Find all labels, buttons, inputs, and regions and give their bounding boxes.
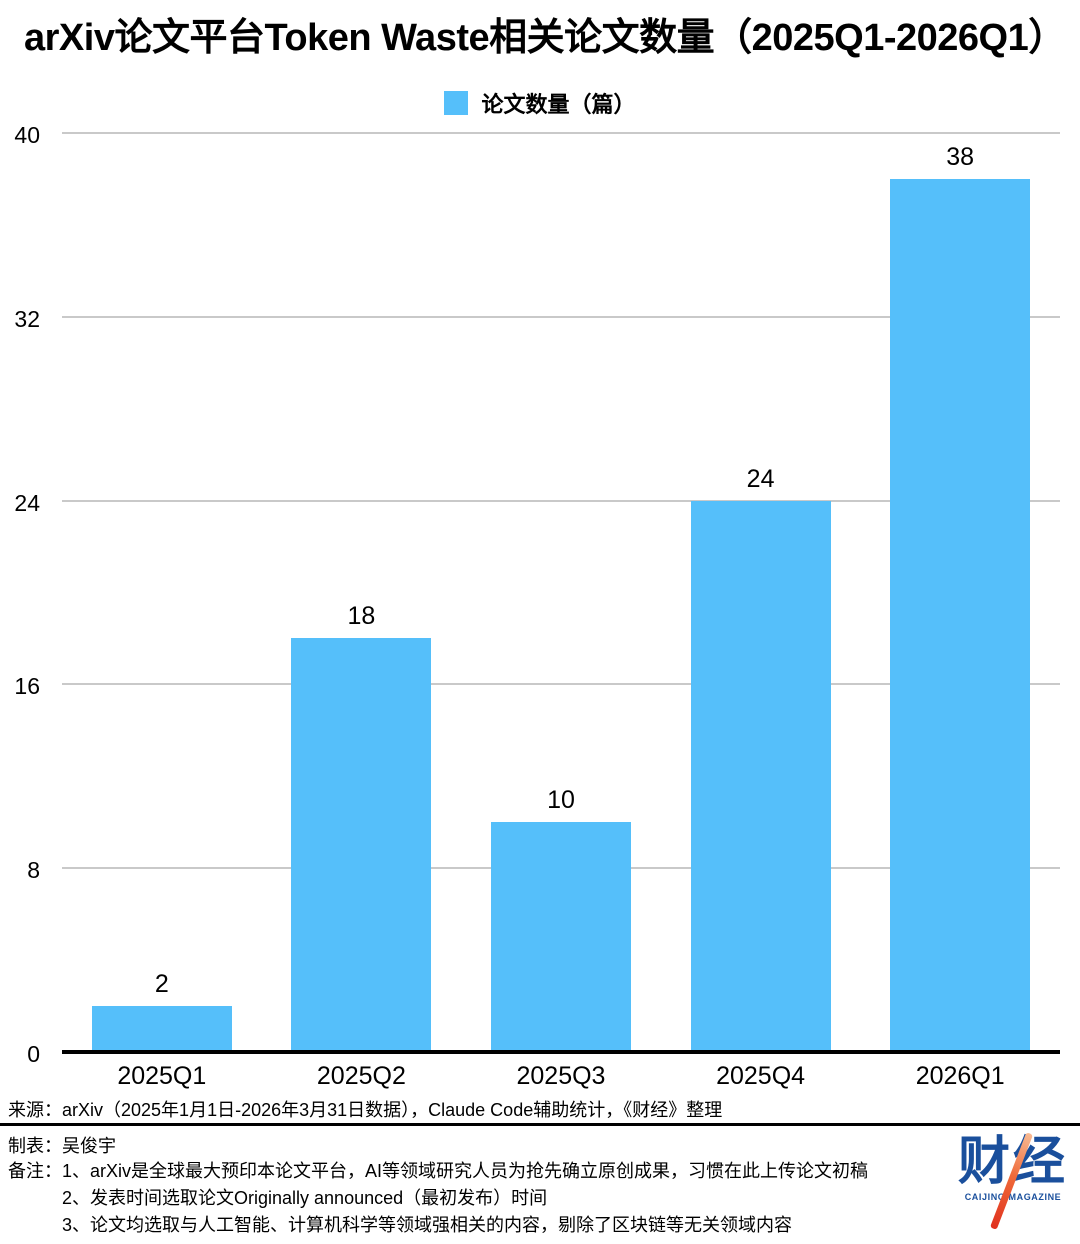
y-tick-label-0: 0 [27,1041,40,1067]
bar-column-2026Q1: 38 [860,133,1060,1052]
gridline-40 [62,132,1060,134]
chart-title: arXiv论文平台Token Waste相关论文数量（2025Q1-2026Q1… [24,17,1066,59]
notes-list: 1、arXiv是全球最大预印本论文平台，AI等领域研究人员为抢先确立原创成果，习… [62,1158,868,1239]
legend-swatch-icon [444,91,469,115]
legend: 论文数量（篇） [0,87,1080,119]
bar-2025Q2 [291,638,432,1052]
plot-area: 2 18 10 24 38 [62,132,1060,1054]
bar-value-label-2025Q4: 24 [746,464,775,493]
y-tick-label-16: 16 [14,673,40,700]
x-tick-label-2025Q1: 2025Q1 [117,1062,207,1090]
x-axis-line [62,1050,1060,1054]
note-line-1: 1、arXiv是全球最大预印本论文平台，AI等领域研究人员为抢先确立原创成果，习… [62,1161,869,1181]
legend-label: 论文数量（篇） [481,92,636,117]
x-axis-labels: 2025Q1 2025Q2 2025Q3 2025Q4 2026Q1 [62,1062,1060,1091]
bar-column-2025Q3: 10 [461,133,661,1052]
bar-series: 2 18 10 24 38 [62,133,1060,1052]
x-tick-label-2025Q4: 2025Q4 [716,1062,806,1090]
x-tick-label-2025Q2: 2025Q2 [316,1062,406,1090]
bar-value-label-2026Q1: 38 [946,142,975,171]
x-tick-label-2025Q3: 2025Q3 [516,1062,606,1090]
x-tick-label-2026Q1: 2026Q1 [915,1062,1005,1090]
divider-line [0,1123,1080,1126]
bar-column-2025Q4: 24 [661,133,861,1052]
bar-2025Q4 [690,500,831,1052]
bar-value-label-2025Q2: 18 [347,602,376,631]
caijing-logo: 财经 CAIJING MAGAZINE [952,1132,1074,1230]
note-line-2: 2、发表时间选取论文Originally announced（最初发布）时间 [62,1188,548,1208]
y-tick-label-24: 24 [14,489,40,516]
y-tick-label-40: 40 [14,122,40,148]
note-line-3: 3、论文均选取与人工智能、计算机科学等领域强相关的内容，剔除了区块链等无关领域内… [62,1215,793,1235]
notes-label: 备注： [8,1161,62,1181]
bar-value-label-2025Q1: 2 [154,970,169,999]
bar-column-2025Q1: 2 [62,133,262,1052]
bar-2026Q1 [890,178,1031,1052]
gridline-24 [62,499,1060,502]
source-note: 来源：arXiv（2025年1月1日-2026年3月31日数据），Claude … [8,1100,723,1120]
bar-column-2025Q2: 18 [262,133,462,1052]
y-axis-labels: 0 8 16 24 32 40 [0,122,40,1067]
notes-block: 备注： 1、arXiv是全球最大预印本论文平台，AI等领域研究人员为抢先确立原创… [8,1158,868,1239]
gridline-32 [62,315,1060,318]
maker-credit: 制表：吴俊宇 [8,1136,116,1156]
y-tick-label-32: 32 [14,305,40,332]
y-tick-label-8: 8 [27,857,40,884]
caijing-logo-subtext: CAIJING MAGAZINE [964,1192,1062,1202]
gridline-16 [62,683,1060,686]
bar-2025Q3 [490,822,631,1052]
bar-2025Q1 [91,1006,232,1052]
bar-value-label-2025Q3: 10 [547,786,575,815]
